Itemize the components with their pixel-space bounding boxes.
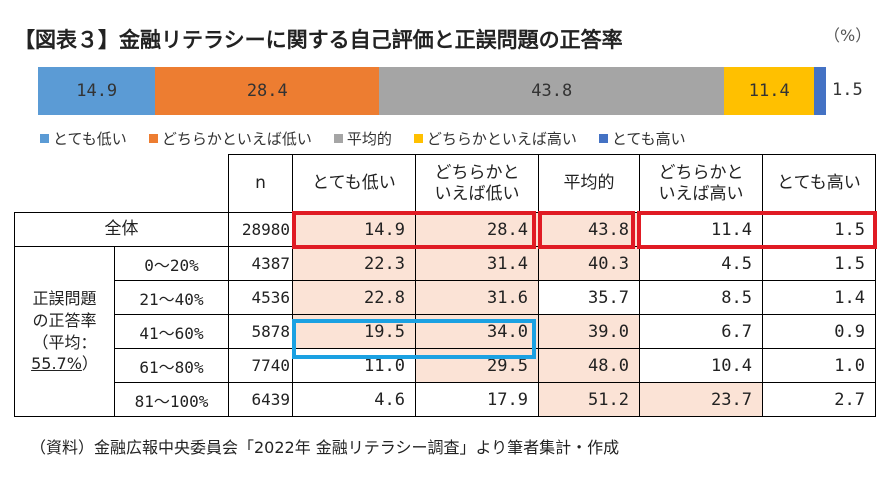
legend-item: とても低い	[40, 128, 127, 149]
data-table: n とても低い どちらかと いえば低い 平均的 どちらかと いえば高い とても高い …	[14, 154, 876, 417]
legend-label: どちらかといえば低い	[161, 130, 312, 148]
highlight-box-average	[538, 211, 635, 249]
cell-value: 1.0	[762, 348, 876, 383]
legend-swatch	[413, 134, 423, 143]
cell-value: 11.0	[292, 348, 416, 383]
source-note: （資料）金融広報中央委員会「2022年 金融リテラシー調査」より筆者集計・作成	[30, 438, 620, 457]
cell-value: 22.3	[292, 246, 416, 281]
cell-n: 6439	[228, 382, 293, 417]
highlight-box-high	[637, 211, 877, 249]
legend-item: 平均的	[333, 128, 392, 149]
row-label: 61～80%	[114, 348, 229, 383]
legend-item: どちらかといえば低い	[148, 128, 312, 149]
stacked-bar: 14.9 28.4 43.8 11.4	[38, 67, 826, 115]
cell-n: 7740	[228, 348, 293, 383]
cell-value: 22.8	[292, 280, 416, 315]
unit-label: （%）	[824, 26, 872, 45]
bar-segment: 14.9	[38, 67, 156, 115]
row-label-total: 全体	[14, 212, 229, 247]
cell-n: 5878	[228, 314, 293, 349]
legend-label: とても高い	[611, 130, 686, 148]
bar-value-label: 11.4	[748, 81, 790, 101]
legend-item: とても高い	[598, 128, 686, 149]
cell-n: 4536	[228, 280, 293, 315]
cell-value: 48.0	[538, 348, 640, 383]
cell-value: 2.7	[762, 382, 876, 417]
bar-segment	[814, 67, 826, 115]
legend-label: とても低い	[53, 130, 127, 148]
corner-cell	[14, 154, 229, 213]
table-row: 41～60% 5878 19.5 34.0 39.0 6.7 0.9	[15, 314, 876, 349]
highlight-box-41-60	[292, 319, 536, 359]
chart-title: 【図表３】金融リテラシーに関する自己評価と正誤問題の正答率	[14, 28, 623, 52]
cell-value: 23.7	[639, 382, 763, 417]
bar-segment: 28.4	[155, 67, 380, 115]
table-row: 正誤問題 の正答率 （平均： 55.7%） 0～20% 4387 22.3 31…	[14, 246, 876, 417]
legend-label: どちらかといえば高い	[426, 130, 577, 148]
bar-value-label: 28.4	[246, 81, 288, 101]
cell-value: 43.8	[538, 212, 640, 247]
cell-n: 4387	[228, 246, 293, 281]
header-average: 平均的	[538, 154, 640, 213]
row-label: 0～20%	[114, 246, 229, 281]
header-very-low: とても低い	[292, 154, 416, 213]
cell-value: 31.4	[415, 246, 539, 281]
header-n: n	[228, 154, 293, 213]
legend-swatch	[598, 134, 608, 143]
bar-value-label: 43.8	[531, 81, 573, 101]
cell-value: 35.7	[538, 280, 640, 315]
cell-value: 51.2	[538, 382, 640, 417]
cell-n: 28980	[228, 212, 293, 247]
cell-value: 4.5	[639, 246, 763, 281]
cell-value: 0.9	[762, 314, 876, 349]
bar-label-very-high: 1.5	[832, 80, 863, 100]
row-label: 81～100%	[114, 382, 229, 417]
bar-segment: 11.4	[724, 67, 815, 115]
legend-swatch	[333, 134, 343, 143]
group-label: 正誤問題 の正答率 （平均： 55.7%）	[14, 246, 115, 417]
table-row-total: 全体 28980 14.9 28.4 43.8 11.4 1.5	[14, 212, 876, 247]
legend: とても低い どちらかといえば低い 平均的 どちらかといえば高い とても高い	[40, 128, 686, 149]
header-somewhat-low: どちらかと いえば低い	[415, 154, 539, 213]
table-row: 61～80% 7740 11.0 29.5 48.0 10.4 1.0	[15, 348, 876, 383]
cell-value: 17.9	[415, 382, 539, 417]
highlight-box-low	[292, 211, 536, 249]
row-label: 21～40%	[114, 280, 229, 315]
row-label: 41～60%	[114, 314, 229, 349]
cell-value: 4.6	[292, 382, 416, 417]
legend-swatch	[148, 134, 158, 143]
cell-value: 40.3	[538, 246, 640, 281]
table-row: 81～100% 6439 4.6 17.9 51.2 23.7 2.7	[15, 382, 876, 417]
cell-value: 39.0	[538, 314, 640, 349]
bar-value-label: 14.9	[76, 81, 118, 101]
cell-value: 10.4	[639, 348, 763, 383]
cell-value: 1.4	[762, 280, 876, 315]
header-very-high: とても高い	[762, 154, 876, 213]
legend-item: どちらかといえば高い	[413, 128, 577, 149]
bar-segment: 43.8	[379, 67, 725, 115]
cell-value: 31.6	[415, 280, 539, 315]
header-somewhat-high: どちらかと いえば高い	[639, 154, 763, 213]
cell-value: 6.7	[639, 314, 763, 349]
cell-value: 8.5	[639, 280, 763, 315]
legend-label: 平均的	[346, 130, 392, 148]
legend-swatch	[40, 134, 49, 143]
cell-value: 14.9	[292, 212, 416, 247]
cell-value: 1.5	[762, 246, 876, 281]
table-row: 21～40% 4536 22.8 31.6 35.7 8.5 1.4	[15, 280, 876, 315]
